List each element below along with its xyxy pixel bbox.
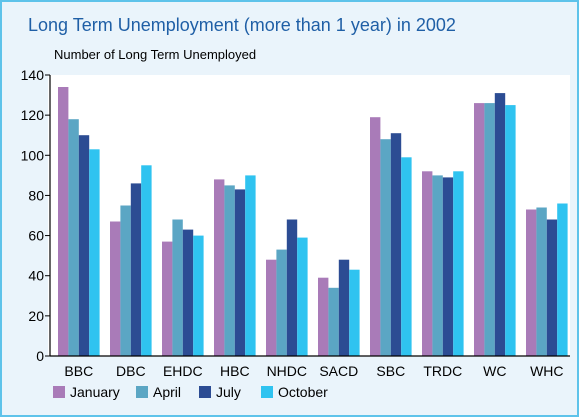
bar-nhdc-october <box>297 237 308 356</box>
bar-trdc-april <box>432 175 443 356</box>
bar-ehdc-october <box>193 235 204 356</box>
bar-dbc-january <box>110 221 121 356</box>
x-tick-label: WC <box>483 363 506 379</box>
y-tick-label: 0 <box>36 348 44 364</box>
bar-wc-july <box>494 93 506 356</box>
bar-sacd-april <box>328 287 339 356</box>
bar-hbc-october <box>245 175 256 356</box>
bar-ehdc-april <box>172 219 183 356</box>
y-tick-label: 100 <box>21 147 45 163</box>
bar-trdc-october <box>453 171 464 356</box>
bar-wc-october <box>505 105 516 356</box>
bar-nhdc-april <box>276 249 287 356</box>
bar-whc-july <box>546 219 558 356</box>
legend-label-july: July <box>216 384 241 400</box>
y-tick-label: 60 <box>28 228 44 244</box>
x-tick-label: NHDC <box>267 363 307 379</box>
legend-label-january: January <box>70 384 120 400</box>
bar-dbc-april <box>120 205 131 356</box>
legend: January April July October <box>53 384 328 400</box>
y-tick-label: 140 <box>21 67 45 83</box>
bar-sbc-january <box>370 117 381 356</box>
x-tick-label: SACD <box>319 363 358 379</box>
legend-swatch-october <box>261 386 273 398</box>
x-tick-label: HBC <box>220 363 250 379</box>
legend-label-october: October <box>278 384 328 400</box>
bar-whc-october <box>557 203 568 356</box>
y-tick-label: 120 <box>21 107 45 123</box>
axes-group: 0 20 40 60 80 100 120 140 BBC DBC EHDC HBC NHDC SACD S… <box>21 67 570 379</box>
bar-sacd-october <box>349 269 360 356</box>
bar-hbc-april <box>224 185 235 356</box>
bar-whc-january <box>526 209 537 356</box>
bar-sbc-april <box>380 139 391 356</box>
y-tick-label: 80 <box>28 187 44 203</box>
x-tick-label: WHC <box>530 363 563 379</box>
x-tick-label: DBC <box>116 363 146 379</box>
bar-dbc-july <box>130 183 142 356</box>
legend-swatch-january <box>53 386 65 398</box>
chart-title: Long Term Unemployment (more than 1 year… <box>28 15 456 35</box>
legend-label-april: April <box>153 384 181 400</box>
bar-whc-april <box>536 207 547 356</box>
y-tick-label: 20 <box>28 308 44 324</box>
bar-nhdc-january <box>266 259 277 356</box>
bar-sacd-july <box>338 259 350 356</box>
bar-trdc-july <box>442 177 454 356</box>
bar-hbc-january <box>214 179 225 356</box>
x-tick-label: TRDC <box>423 363 462 379</box>
bar-dbc-october <box>141 165 152 356</box>
bar-wc-january <box>474 103 485 356</box>
bar-hbc-july <box>234 189 246 356</box>
x-tick-label: BBC <box>64 363 93 379</box>
bar-sacd-january <box>318 277 329 356</box>
y-axis-label: Number of Long Term Unemployed <box>54 47 256 62</box>
bar-wc-april <box>484 103 495 356</box>
bar-sbc-july <box>390 133 402 356</box>
bars-group <box>58 87 568 356</box>
x-tick-label: SBC <box>376 363 405 379</box>
bar-trdc-january <box>422 171 433 356</box>
bar-nhdc-july <box>286 219 298 356</box>
y-tick-label: 40 <box>28 268 44 284</box>
bar-bbc-april <box>68 119 79 356</box>
bar-ehdc-july <box>182 229 194 356</box>
bar-sbc-october <box>401 157 412 356</box>
legend-swatch-april <box>136 386 148 398</box>
bar-ehdc-january <box>162 241 173 356</box>
legend-swatch-july <box>199 386 211 398</box>
bar-bbc-july <box>78 135 90 356</box>
x-tick-label: EHDC <box>163 363 203 379</box>
bar-bbc-january <box>58 87 69 356</box>
bar-bbc-october <box>89 149 100 356</box>
